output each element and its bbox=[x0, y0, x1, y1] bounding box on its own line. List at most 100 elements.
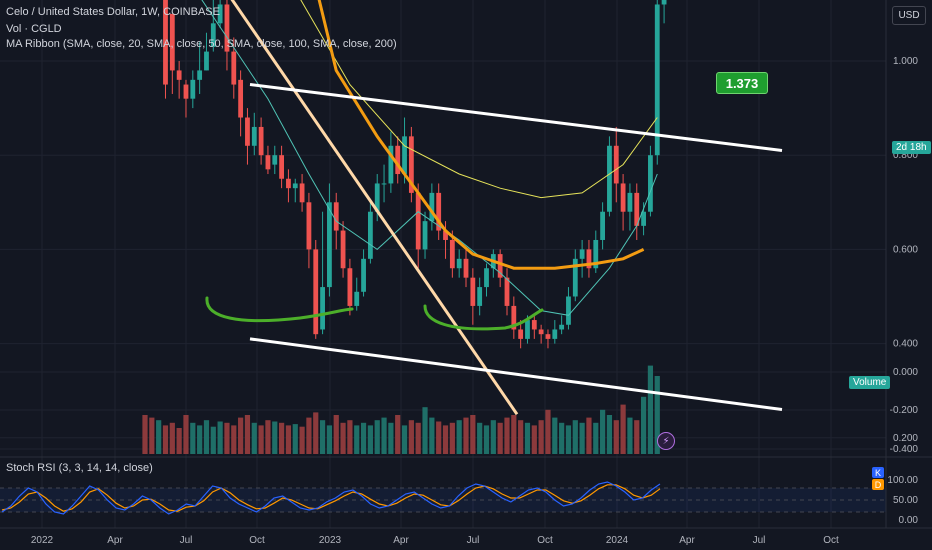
candle-body bbox=[367, 211, 373, 259]
x-tick-label: 2022 bbox=[31, 535, 54, 546]
candle-body bbox=[340, 230, 346, 269]
volume-bar bbox=[244, 415, 251, 454]
candle-body bbox=[415, 192, 421, 250]
candle-body bbox=[422, 221, 428, 250]
x-tick-label: Jul bbox=[753, 535, 766, 546]
stoch-k-line bbox=[1, 481, 661, 515]
volume-bar bbox=[627, 417, 633, 454]
volume-bar bbox=[442, 425, 449, 454]
candle-body bbox=[265, 155, 271, 170]
volume-bar bbox=[326, 425, 333, 454]
candle-body bbox=[163, 0, 168, 85]
stoch-rsi-panel bbox=[0, 481, 886, 515]
volume-bar bbox=[470, 415, 476, 454]
currency-selector[interactable]: USD bbox=[886, 0, 932, 30]
volume-bar bbox=[367, 425, 373, 454]
candle-body bbox=[231, 51, 237, 85]
candle-body bbox=[525, 320, 530, 339]
bolt-icon[interactable]: ⚡ bbox=[657, 432, 675, 450]
candle-body bbox=[572, 258, 578, 297]
volume-bar bbox=[415, 422, 421, 454]
x-tick-label: 2023 bbox=[319, 535, 342, 546]
volume-bar bbox=[559, 422, 565, 454]
candle-body bbox=[579, 249, 585, 259]
candle-body bbox=[607, 145, 612, 212]
candle-body bbox=[559, 324, 565, 330]
candle-body bbox=[504, 277, 510, 306]
candle-body bbox=[600, 211, 606, 240]
candle-body bbox=[258, 126, 264, 156]
rsi-tick-label: 100.00 bbox=[887, 475, 918, 486]
candle-body bbox=[477, 287, 483, 306]
candle-body bbox=[347, 268, 353, 306]
downtrend-line bbox=[230, 0, 519, 416]
volume-bar bbox=[313, 412, 319, 454]
volume-bar bbox=[258, 425, 264, 454]
volume-bar bbox=[640, 396, 647, 454]
volume-tick-label: 0.000 bbox=[893, 367, 918, 378]
volume-bar bbox=[251, 422, 257, 454]
candle-body bbox=[552, 329, 558, 339]
candle-body bbox=[408, 136, 414, 193]
volume-bar bbox=[347, 420, 353, 454]
volume-bar bbox=[176, 428, 182, 454]
candle-body bbox=[320, 287, 325, 330]
volume-bar bbox=[388, 422, 394, 454]
stoch-k-tag: K bbox=[872, 467, 884, 478]
x-tick-label: Jul bbox=[180, 535, 193, 546]
ma-100-line bbox=[317, 0, 645, 270]
chart-title: Celo / United States Dollar, 1W, COINBAS… bbox=[6, 6, 220, 18]
volume-bar bbox=[538, 420, 544, 454]
volume-bar bbox=[149, 417, 155, 454]
volume-bar bbox=[224, 422, 230, 454]
candle-body bbox=[327, 202, 332, 288]
candle-body bbox=[484, 268, 489, 288]
candle-body bbox=[634, 192, 640, 226]
candle-body bbox=[661, 0, 667, 5]
volume-bar bbox=[299, 426, 305, 454]
candle-body bbox=[470, 277, 476, 306]
stoch-d-line bbox=[1, 484, 661, 512]
candle-body bbox=[641, 211, 646, 226]
volume-bar bbox=[190, 422, 196, 454]
candle-body bbox=[292, 183, 298, 189]
stoch-rsi-legend: Stoch RSI (3, 3, 14, 14, close) bbox=[6, 462, 153, 474]
candle-body bbox=[204, 51, 209, 71]
x-tick-label: Oct bbox=[823, 535, 839, 546]
volume-bar bbox=[552, 417, 558, 454]
stoch-d-tag: D bbox=[872, 479, 884, 490]
candle-body bbox=[238, 79, 244, 118]
candle-body bbox=[497, 254, 503, 278]
ma-20-line bbox=[201, 0, 658, 316]
x-tick-label: Jul bbox=[467, 535, 480, 546]
rsi-tick-label: 50.00 bbox=[893, 495, 918, 506]
volume-bar bbox=[572, 420, 578, 454]
volume-bar bbox=[408, 420, 414, 454]
volume-bar bbox=[647, 365, 654, 454]
volume-bar bbox=[545, 409, 551, 454]
price-tick-label: 0.200 bbox=[893, 433, 918, 444]
drawings bbox=[205, 0, 783, 416]
volume-bar bbox=[490, 420, 496, 454]
candle-body bbox=[531, 320, 537, 330]
volume-bars bbox=[142, 365, 660, 454]
candle-body bbox=[627, 192, 633, 212]
candle-body bbox=[299, 183, 305, 203]
candle-body bbox=[272, 155, 278, 165]
ma-50-line bbox=[300, 0, 658, 199]
volume-bar bbox=[210, 426, 216, 454]
candle-body bbox=[648, 155, 653, 212]
volume-bar bbox=[162, 425, 169, 454]
volume-bar bbox=[511, 415, 517, 454]
x-tick-label: Oct bbox=[249, 535, 265, 546]
volume-bar bbox=[217, 421, 223, 454]
volume-tick-label: -0.200 bbox=[890, 405, 919, 416]
volume-bar bbox=[593, 422, 599, 454]
volume-bar bbox=[272, 421, 278, 454]
candle-body bbox=[613, 145, 619, 184]
volume-bar bbox=[518, 420, 524, 454]
volume-bar bbox=[197, 425, 203, 454]
volume-bar bbox=[156, 420, 162, 454]
x-tick-label: 2024 bbox=[606, 535, 629, 546]
